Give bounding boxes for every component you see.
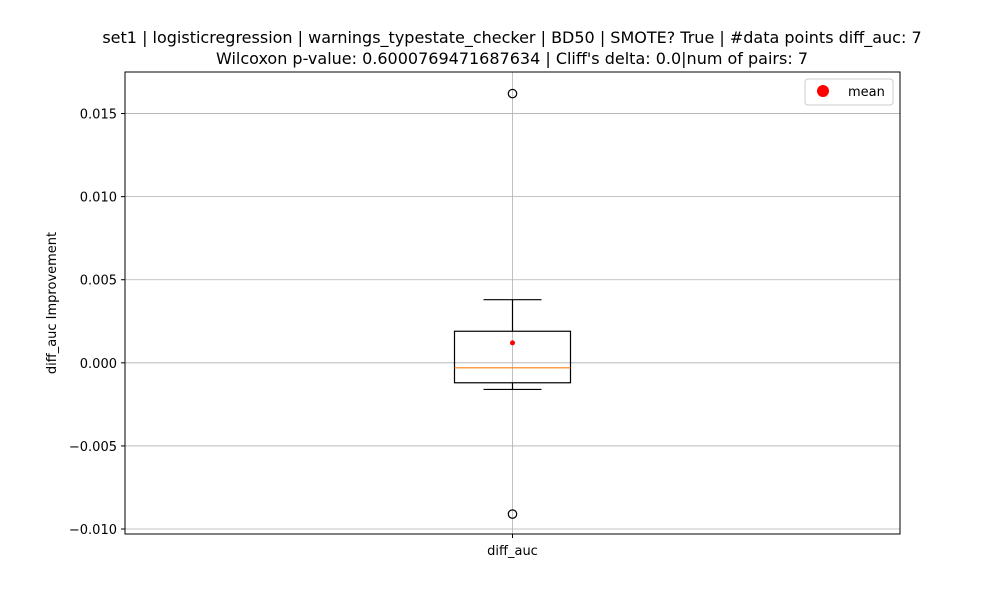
outlier-point xyxy=(507,509,518,519)
mean-marker xyxy=(510,340,515,346)
interquartile-box xyxy=(453,330,572,384)
box-plot xyxy=(453,88,572,519)
legend-mean-marker xyxy=(817,85,829,97)
outlier-point xyxy=(507,88,518,99)
chart-subtitle: Wilcoxon p-value: 0.6000769471687634 | C… xyxy=(216,49,808,68)
legend-mean-label: mean xyxy=(848,85,885,100)
y-tick-label: −0.010 xyxy=(69,523,117,538)
y-tick-label: −0.005 xyxy=(69,440,117,455)
y-tick-label: 0.000 xyxy=(80,357,117,372)
y-axis-label: diff_auc Improvement xyxy=(45,232,60,374)
y-tick-label: 0.015 xyxy=(80,108,117,123)
y-tick-label: 0.005 xyxy=(80,274,117,289)
chart-title: set1 | logisticregression | warnings_typ… xyxy=(102,28,921,48)
y-axis-ticks: −0.010 −0.005 0.000 0.005 0.010 0.015 xyxy=(69,108,125,538)
x-axis-ticks: diff_auc xyxy=(487,534,538,559)
legend: mean xyxy=(804,78,894,106)
legend-frame xyxy=(804,78,894,106)
grid-lines xyxy=(125,72,900,534)
y-tick-label: 0.010 xyxy=(80,191,117,206)
x-tick-label: diff_auc xyxy=(487,544,538,559)
